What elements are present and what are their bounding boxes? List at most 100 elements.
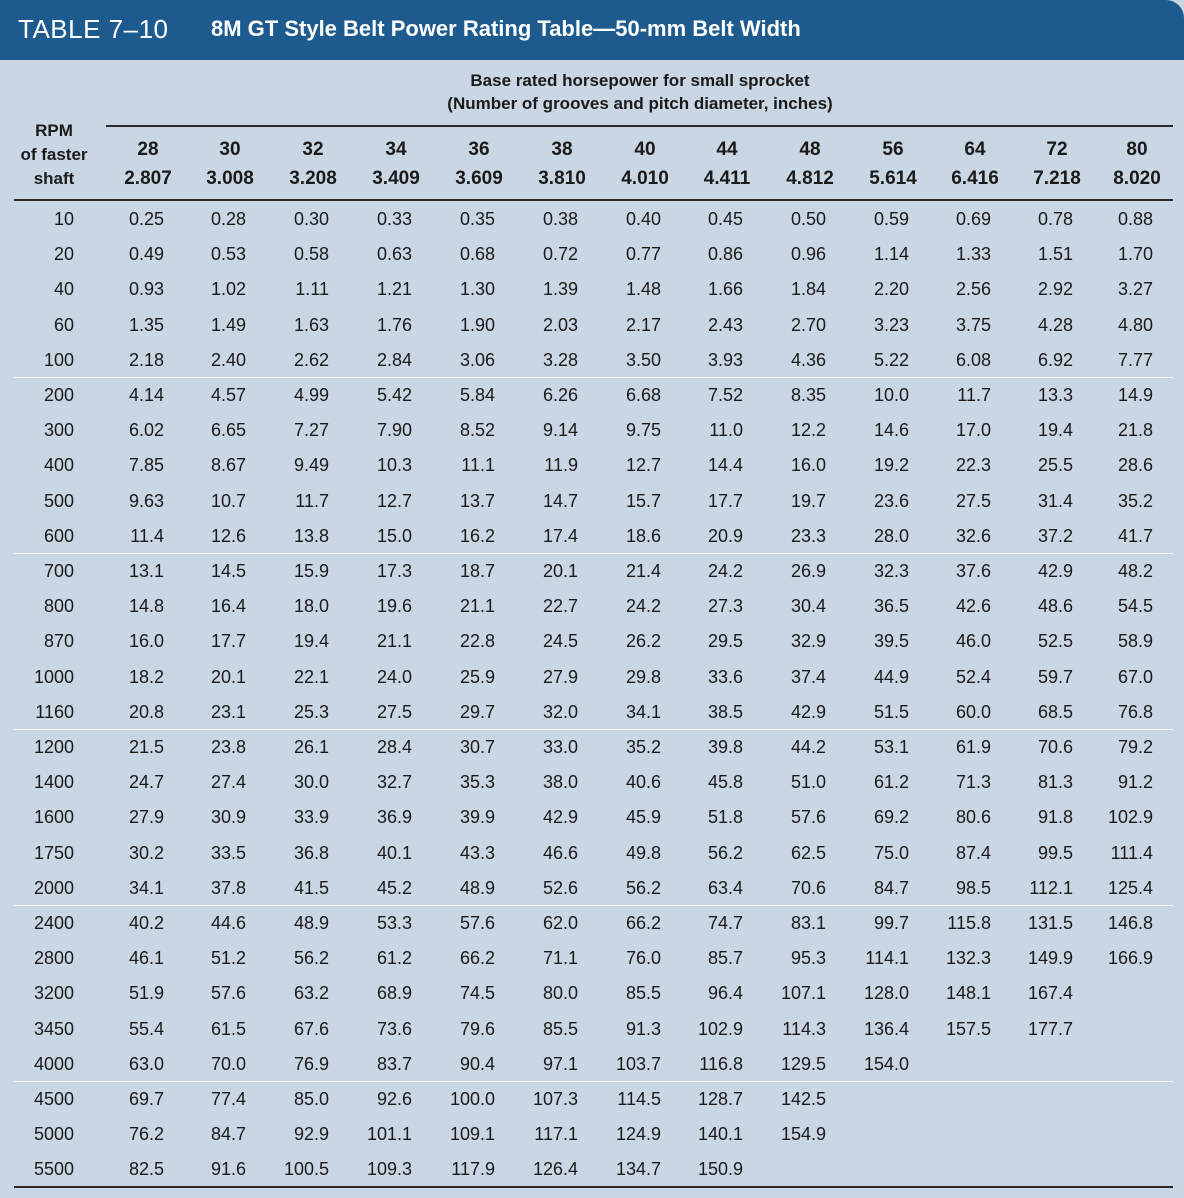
table-cell: 34.1 [625, 701, 661, 722]
table-cell: 21.1 [459, 596, 495, 617]
table-cell: 33.5 [210, 842, 246, 863]
table-cell: 42.6 [955, 596, 991, 617]
table-cell: 95.3 [790, 948, 826, 969]
table-cell: 48.2 [1117, 561, 1153, 581]
table-cell: 1.51 [1037, 244, 1073, 265]
column-grooves-32: 32 [302, 139, 324, 160]
table-cell: 71.3 [955, 772, 991, 793]
row-rpm: 1160 [35, 701, 74, 722]
row-rpm: 200 [43, 385, 74, 405]
table-cell: 14.9 [1117, 385, 1153, 405]
table-cell: 29.8 [625, 666, 661, 687]
table-cell: 1.11 [295, 279, 329, 300]
table-cell: 177.7 [1027, 1018, 1073, 1039]
table-cell: 11.1 [461, 455, 495, 476]
table-cell: 21.1 [376, 631, 412, 652]
table-cell: 45.8 [707, 772, 743, 793]
table-cell: 21.5 [128, 737, 164, 757]
table-cell: 1.48 [625, 279, 661, 300]
spanner-heading-line1: Base rated horsepower for small sprocket [470, 71, 810, 90]
table-cell: 12.6 [210, 525, 246, 546]
table-cell: 167.4 [1027, 983, 1073, 1004]
table-cell: 0.88 [1117, 209, 1153, 229]
table-cell: 2.17 [625, 314, 661, 335]
table-cell: 37.6 [955, 561, 991, 581]
table-cell: 0.49 [128, 244, 164, 265]
table-cell: 116.8 [699, 1053, 743, 1074]
table-cell: 39.5 [873, 631, 909, 652]
table-cell: 27.3 [707, 596, 743, 617]
table-cell: 0.38 [542, 209, 578, 229]
table-cell: 2.03 [542, 314, 578, 335]
table-cell: 0.25 [128, 209, 164, 229]
column-pitch-56: 5.614 [869, 168, 917, 189]
table-cell: 67.0 [1117, 666, 1153, 687]
table-cell: 4.14 [128, 385, 164, 405]
table-cell: 67.6 [293, 1018, 329, 1039]
table-cell: 103.7 [615, 1053, 661, 1074]
table-cell: 51.9 [128, 983, 164, 1004]
table-cell: 40.6 [625, 772, 661, 793]
row-rpm: 1750 [33, 842, 74, 863]
table-cell: 52.6 [542, 877, 578, 898]
table-cell: 61.2 [873, 772, 909, 793]
table-cell: 17.0 [955, 420, 991, 441]
table-cell: 51.2 [210, 948, 246, 969]
table-cell: 29.7 [459, 701, 495, 722]
table-cell: 75.0 [873, 842, 909, 863]
table-cell: 92.9 [293, 1124, 329, 1145]
table-cell: 9.75 [625, 420, 661, 441]
table-cell: 0.72 [542, 244, 578, 265]
row-rpm: 5500 [33, 1159, 74, 1180]
column-grooves-30: 30 [219, 139, 241, 160]
table-cell: 83.7 [376, 1053, 412, 1074]
table-cell: 27.9 [542, 666, 578, 687]
table-cell: 12.7 [376, 490, 412, 511]
table-cell: 9.49 [293, 455, 329, 476]
table-cell: 42.9 [790, 701, 826, 722]
row-rpm: 4500 [33, 1089, 74, 1109]
table-cell: 14.4 [707, 455, 743, 476]
table-cell: 6.65 [210, 420, 246, 441]
table-cell: 154.9 [780, 1124, 826, 1145]
table-cell: 16.0 [790, 455, 826, 476]
table-cell: 20.1 [210, 666, 246, 687]
table-cell: 45.2 [376, 877, 412, 898]
table-cell: 4.57 [210, 385, 246, 405]
column-pitch-34: 3.409 [372, 168, 420, 189]
table-cell: 85.7 [707, 948, 743, 969]
table-cell: 96.4 [707, 983, 743, 1004]
table-cell: 36.5 [873, 596, 909, 617]
table-cell: 74.5 [459, 983, 495, 1004]
column-pitch-28: 2.807 [124, 168, 172, 189]
table-cell: 46.6 [542, 842, 578, 863]
table-cell: 80.0 [542, 983, 578, 1004]
table-cell: 19.4 [293, 631, 329, 652]
table-cell: 0.77 [625, 244, 661, 265]
column-pitch-72: 7.218 [1033, 168, 1081, 189]
table-cell: 0.63 [376, 244, 412, 265]
table-cell: 27.4 [210, 772, 246, 793]
column-pitch-38: 3.810 [538, 168, 586, 189]
column-grooves-28: 28 [137, 139, 159, 160]
table-cell: 140.1 [697, 1124, 743, 1145]
table-cell: 2.40 [210, 349, 246, 370]
table-cell: 91.8 [1037, 807, 1073, 828]
column-pitch-40: 4.010 [621, 168, 669, 189]
table-cell: 44.6 [210, 913, 246, 933]
table-cell: 2.70 [790, 314, 826, 335]
table-cell: 154.0 [863, 1053, 909, 1074]
table-cell: 128.7 [697, 1089, 743, 1109]
table-cell: 8.67 [210, 455, 246, 476]
table-cell: 0.30 [293, 209, 329, 229]
column-pitch-64: 6.416 [951, 168, 999, 189]
table-cell: 48.9 [293, 913, 329, 933]
table-cell: 2.20 [873, 279, 909, 300]
table-title: 8M GT Style Belt Power Rating Table—50-m… [211, 16, 801, 41]
table-cell: 22.1 [293, 666, 329, 687]
table-cell: 5.22 [873, 349, 909, 370]
table-cell: 85.5 [542, 1018, 578, 1039]
table-cell: 112.1 [1029, 877, 1073, 898]
row-rpm: 40 [53, 279, 74, 300]
table-cell: 68.9 [376, 983, 412, 1004]
